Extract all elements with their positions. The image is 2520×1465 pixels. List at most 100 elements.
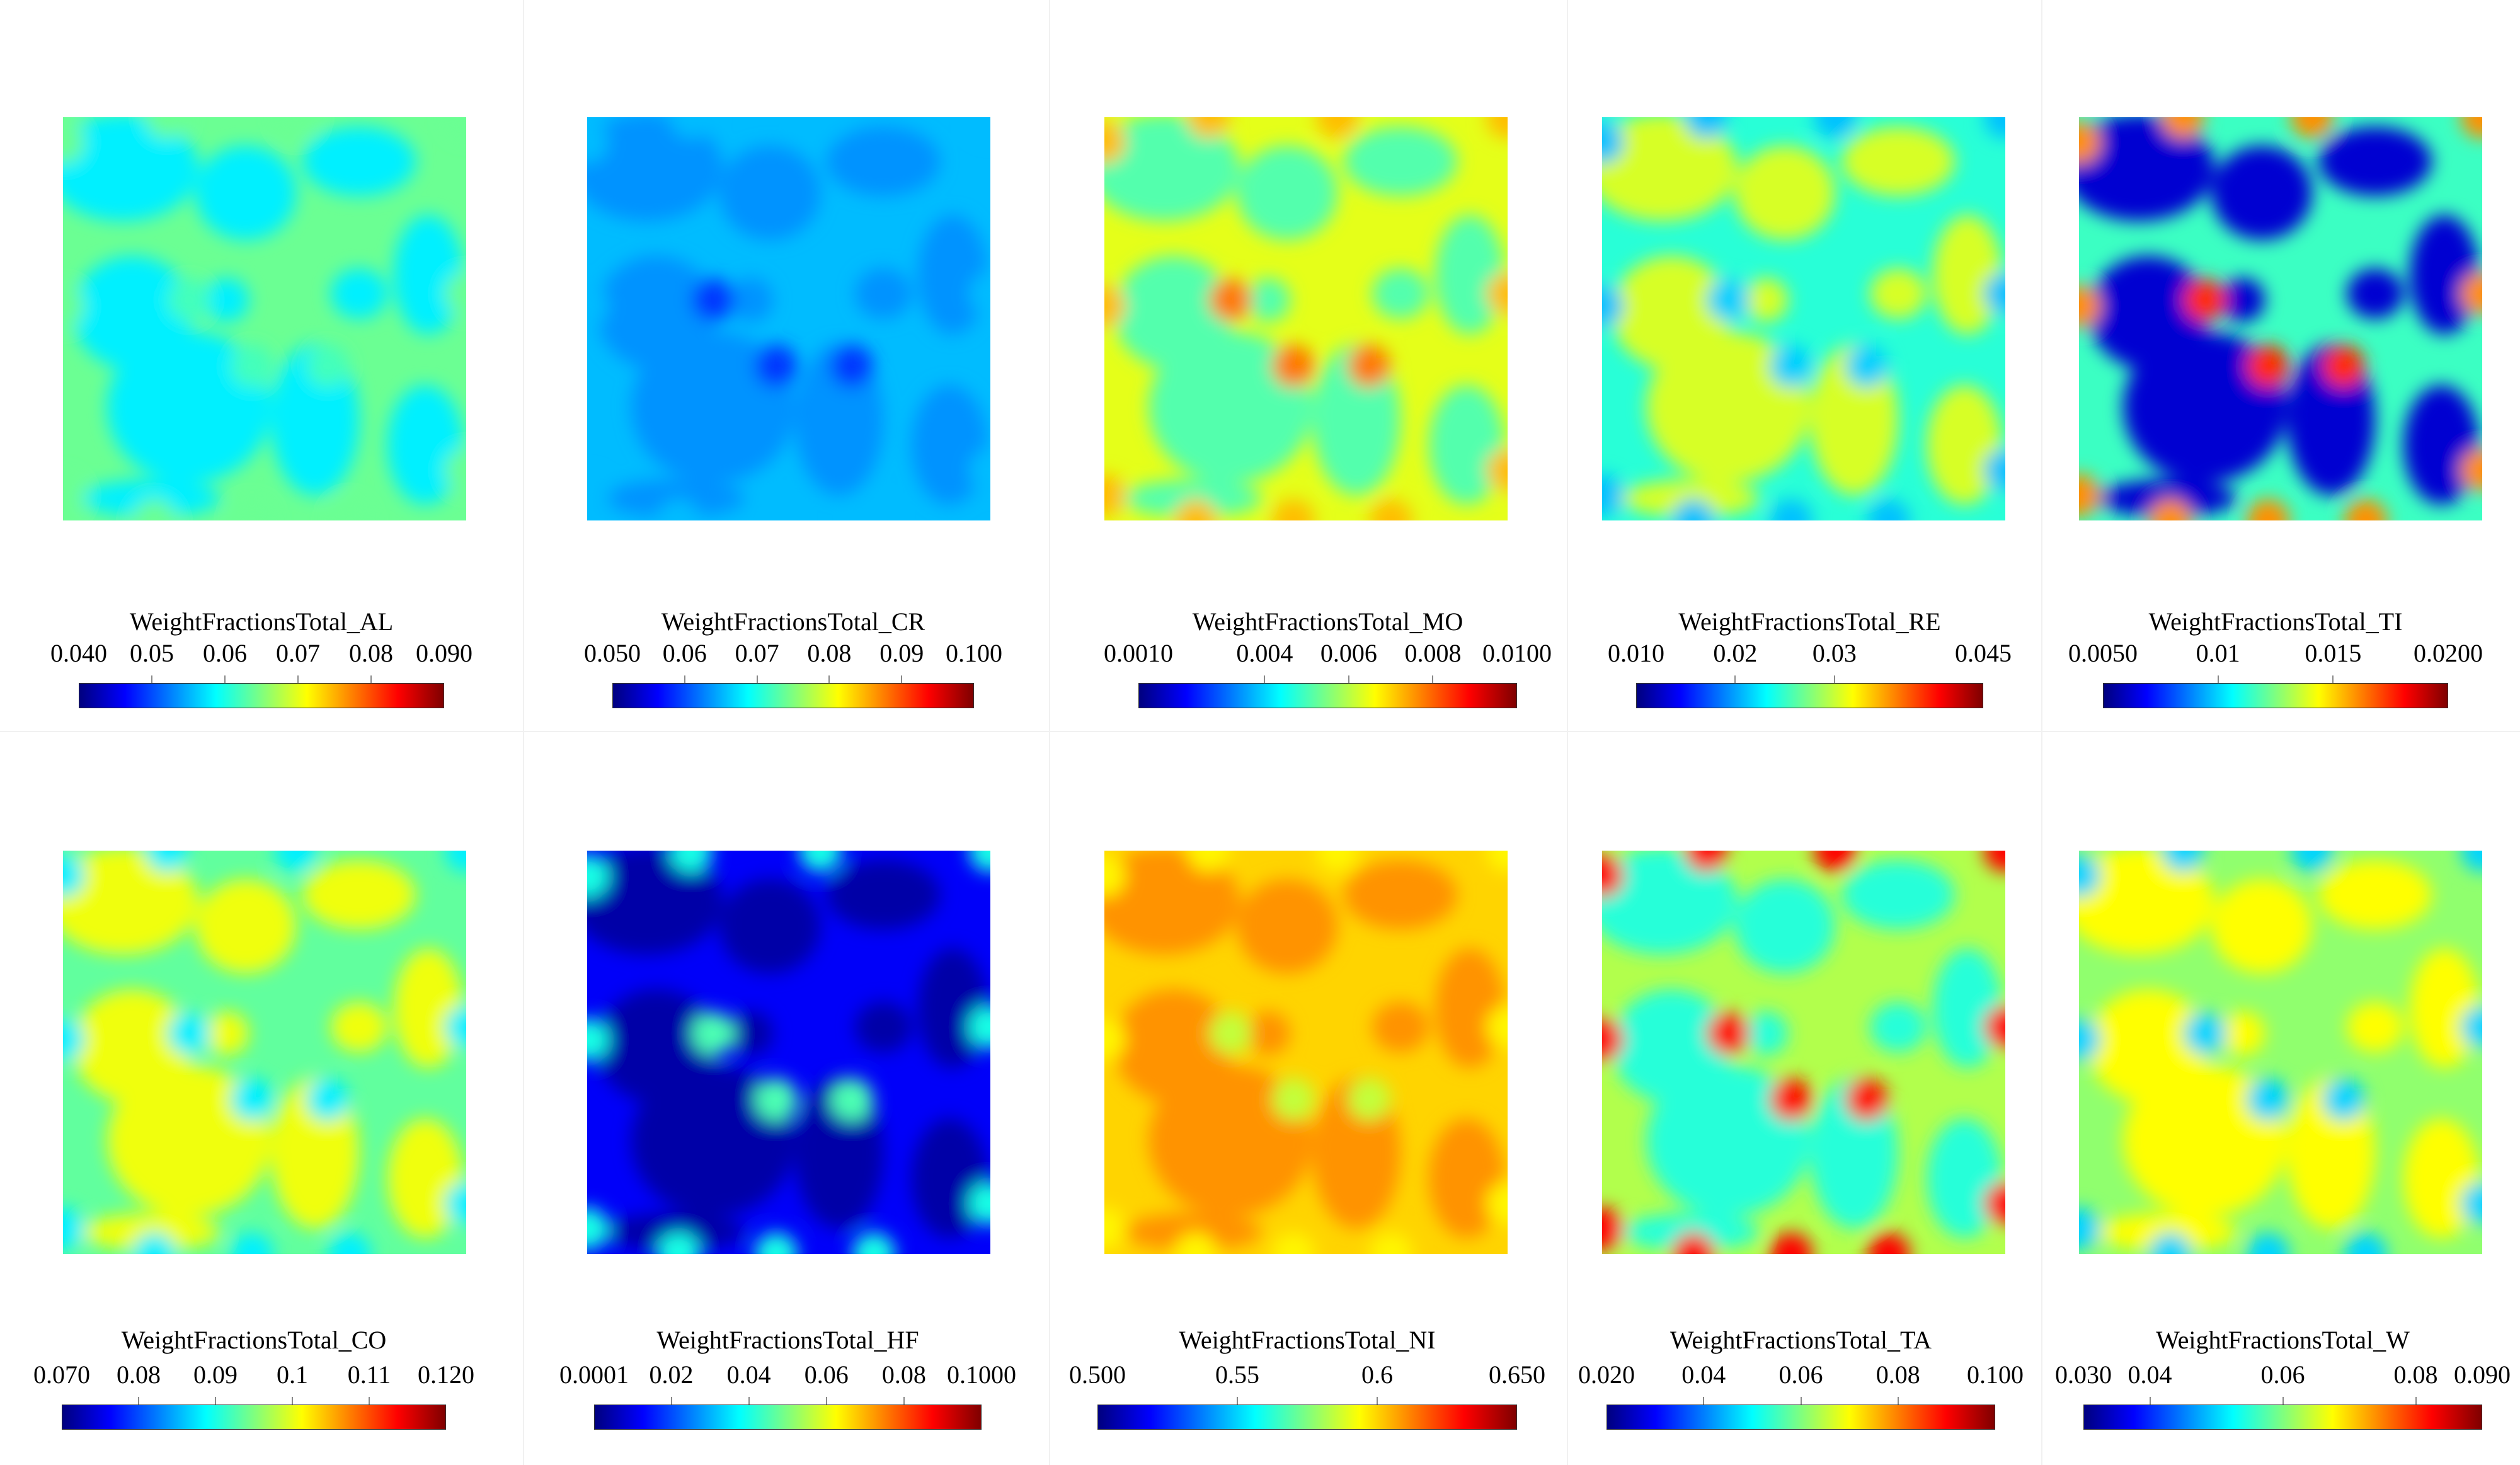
colorbar-title: WeightFractionsTotal_CO (121, 1326, 387, 1354)
heatmap-grain-region (587, 851, 723, 955)
heatmap-grain-region (2318, 127, 2432, 196)
heatmap-segregation-spot (1486, 1182, 1508, 1225)
heatmap-grain-region (631, 1065, 795, 1216)
heatmap-grain-region (2123, 331, 2287, 483)
colorbar-tick-mark (292, 1397, 293, 1405)
heatmap-segregation-spot (2184, 279, 2226, 321)
heatmap-grain-region (1621, 480, 1760, 517)
colorbar-tick-label: 0.100 (946, 639, 1002, 667)
heatmap-segregation-spot (1685, 851, 1727, 872)
colorbar-title: WeightFractionsTotal_MO (1192, 607, 1463, 636)
colorbar-tick-mark (903, 1397, 905, 1405)
colorbar-tick-mark (1897, 1397, 1899, 1405)
heatmap-grain-region (2347, 1002, 2403, 1052)
colorbar-tick-label: 0.0200 (2414, 639, 2483, 667)
colorbar-tick-mark (825, 1397, 827, 1405)
heatmap-grain-region (302, 127, 416, 196)
heatmap-grain-region (1237, 146, 1337, 240)
colorbar-tick-label: 0.08 (807, 639, 852, 667)
colorbar-tick-mark (1237, 1397, 1238, 1405)
heatmap-segregation-spot (1867, 499, 1910, 520)
heatmap-segregation-spot (830, 1078, 873, 1121)
heatmap-segregation-spot (231, 1232, 273, 1254)
heatmap-segregation-spot (1602, 121, 1624, 164)
heatmap-grain-region (719, 879, 820, 974)
heatmap-segregation-spot (146, 117, 188, 139)
colorbar-tick-label: 0.0001 (559, 1360, 629, 1389)
heatmap-grain-region (1344, 127, 1457, 196)
heatmap-grain-region (1246, 278, 1290, 322)
heatmap-segregation-spot (133, 1232, 176, 1254)
heatmap-grain-region (2079, 851, 2214, 955)
colorbar-tick-mark (1377, 1397, 1378, 1405)
colorbar-tick-mark (684, 675, 685, 683)
heatmap-segregation-spot (63, 854, 84, 897)
heatmap-panel (2079, 117, 2482, 520)
colorbar-tick-label: 0.0100 (1482, 639, 1552, 667)
colorbar-tick-mark (1734, 675, 1736, 683)
colorbar-tick-label: 0.120 (418, 1360, 474, 1389)
heatmap-segregation-spot (328, 499, 371, 520)
colorbar-gradient (62, 1405, 446, 1430)
colorbar-tick-mark (1432, 675, 1434, 683)
heatmap-grain-region (1734, 879, 1835, 974)
heatmap-segregation-spot (1104, 474, 1126, 517)
heatmap-panel (1104, 117, 1508, 520)
heatmap-grain-region (2211, 146, 2312, 240)
heatmap-grain-region (587, 117, 723, 221)
heatmap-grain-region (2123, 1065, 2287, 1216)
heatmap-segregation-spot (587, 1207, 609, 1250)
heatmap-segregation-spot (2461, 1182, 2482, 1225)
heatmap-segregation-spot (852, 1232, 895, 1254)
colorbar-tick-label: 0.030 (2055, 1360, 2112, 1389)
colorbar-tick-mark (2149, 1397, 2151, 1405)
heatmap-segregation-spot (2079, 854, 2100, 897)
colorbar-tick-label: 0.11 (347, 1360, 391, 1389)
heatmap-grain-region (205, 1011, 249, 1055)
heatmap-segregation-spot (63, 1207, 84, 1250)
colorbar-title: WeightFractionsTotal_TA (1670, 1326, 1932, 1354)
heatmap-segregation-spot (852, 499, 895, 520)
heatmap-segregation-spot (2461, 272, 2482, 315)
heatmap-segregation-spot (133, 499, 176, 520)
heatmap-field (1104, 117, 1508, 520)
heatmap-segregation-spot (969, 117, 990, 139)
heatmap-grain-region (2403, 385, 2479, 505)
heatmap-segregation-spot (2461, 117, 2482, 139)
heatmap-segregation-spot (1770, 345, 1813, 388)
heatmap-segregation-spot (2079, 285, 2100, 328)
heatmap-segregation-spot (231, 345, 273, 388)
heatmap-segregation-spot (1984, 1182, 2005, 1225)
colorbar-tick-label: 0.1000 (947, 1360, 1016, 1389)
heatmap-segregation-spot (1984, 1006, 2005, 1048)
heatmap-grain-region (918, 948, 987, 1068)
heatmap-grain-region (1734, 146, 1835, 240)
heatmap-grain-region (1927, 385, 2002, 505)
colorbar-tick-label: 0.090 (2454, 1360, 2511, 1389)
heatmap-segregation-spot (1187, 117, 1230, 139)
heatmap-grain-region (195, 146, 296, 240)
colorbar-tick-label: 0.06 (804, 1360, 849, 1389)
heatmap-grain-region (331, 268, 387, 319)
colorbar-gradient (1606, 1405, 1995, 1430)
heatmap-field (2079, 851, 2482, 1254)
colorbar-tick-label: 0.06 (2260, 1360, 2305, 1389)
heatmap-grain-region (1841, 127, 1955, 196)
heatmap-segregation-spot (2149, 1232, 2192, 1254)
colorbar-tick-label: 0.08 (881, 1360, 926, 1389)
heatmap-grain-region (82, 480, 220, 517)
heatmap-segregation-spot (445, 851, 466, 872)
colorbar-tick-label: 0.500 (1069, 1360, 1126, 1389)
heatmap-segregation-spot (755, 499, 798, 520)
heatmap-segregation-spot (587, 854, 609, 897)
heatmap-segregation-spot (1104, 854, 1126, 897)
panel-divider-vertical (1049, 0, 1050, 1465)
heatmap-segregation-spot (1486, 1006, 1508, 1048)
heatmap-grain-region (1602, 851, 1738, 955)
heatmap-segregation-spot (1984, 851, 2005, 872)
heatmap-panel (1104, 851, 1508, 1254)
heatmap-segregation-spot (231, 1078, 273, 1121)
colorbar-gradient (2103, 683, 2448, 708)
heatmap-segregation-spot (1602, 1207, 1624, 1250)
heatmap-grain-region (63, 117, 198, 221)
